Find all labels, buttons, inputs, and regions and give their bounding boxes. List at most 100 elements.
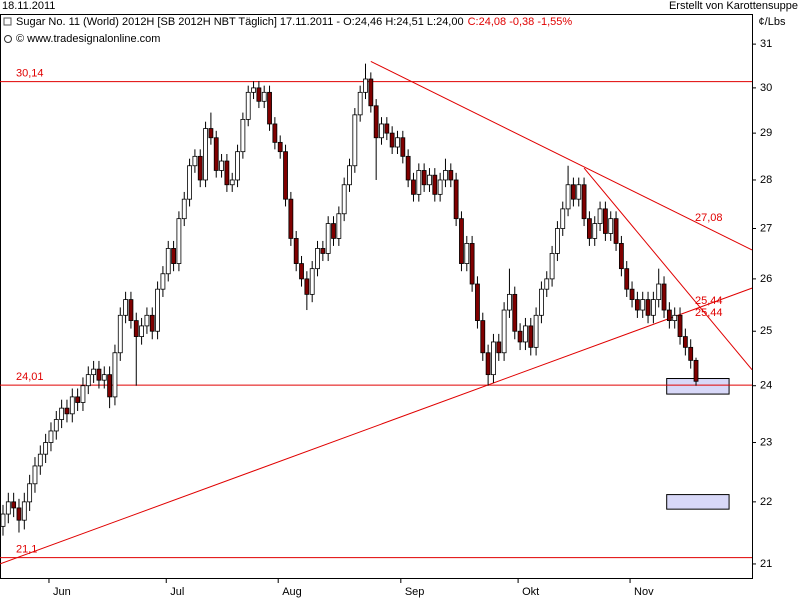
candle-body — [496, 341, 502, 354]
candle-body — [411, 179, 416, 195]
candle-body — [491, 341, 496, 376]
candle-body — [634, 299, 640, 311]
candle-body — [107, 374, 113, 398]
candle-body — [240, 118, 246, 153]
level-label: 24,01 — [16, 371, 44, 383]
candle-body — [379, 123, 384, 139]
x-tick-label: Aug — [282, 586, 302, 598]
candle-body — [501, 309, 507, 354]
candle-body — [267, 91, 272, 125]
candle-body — [304, 278, 310, 295]
title-icon — [3, 17, 12, 26]
candle-body — [176, 218, 182, 264]
candle-body — [96, 368, 102, 381]
y-tick-label: 24 — [760, 380, 772, 392]
candle-body — [363, 78, 368, 93]
candle-body — [485, 352, 491, 376]
candle-body — [416, 170, 422, 195]
candle-body — [299, 263, 304, 280]
y-tick-label: 23 — [760, 436, 772, 448]
candle-body — [427, 174, 432, 186]
candle-body — [443, 170, 448, 181]
candle-body — [640, 299, 646, 311]
candle-body — [539, 288, 544, 316]
candle-body — [608, 218, 614, 234]
y-tick-label: 25 — [760, 325, 772, 337]
candle-body — [251, 87, 256, 93]
trend-line — [0, 287, 753, 565]
y-tick-label: 22 — [760, 496, 772, 508]
x-tick-label: Okt — [522, 586, 539, 598]
candle-body — [352, 114, 358, 167]
candle-body — [368, 78, 374, 107]
y-tick-label: 31 — [760, 38, 772, 50]
candle-body — [571, 184, 576, 200]
candle-body — [533, 314, 539, 348]
candle-body — [224, 160, 230, 186]
candle-body — [448, 170, 454, 181]
candle-body — [27, 483, 33, 503]
chart-title: Sugar No. 11 (World) 2012H [SB 2012H NBT… — [16, 16, 464, 28]
candle-body — [432, 174, 438, 195]
candle-body — [229, 179, 235, 186]
candle-body — [272, 123, 278, 143]
candle-body — [384, 123, 390, 134]
candle-body — [613, 218, 619, 244]
candle-body — [187, 165, 192, 200]
candle-body — [555, 228, 560, 254]
y-tick-label: 29 — [760, 127, 772, 139]
candle-body — [464, 243, 470, 264]
trend-label: 27,08 — [695, 212, 723, 224]
x-tick-label: Jul — [170, 586, 184, 598]
x-tick-label: Nov — [634, 586, 654, 598]
candle-body — [475, 283, 480, 321]
credit: Erstellt von Karottensuppe — [669, 0, 798, 12]
candle-body — [666, 309, 672, 321]
candle-body — [507, 293, 512, 311]
candle-body — [645, 299, 651, 316]
candle-body — [112, 352, 118, 398]
candle-body — [400, 137, 406, 157]
candle-body — [293, 238, 299, 264]
date: 18.11.2011 — [2, 0, 55, 12]
candle-body — [565, 184, 571, 210]
trend-label: 25,44 — [695, 295, 723, 307]
candle-body — [459, 218, 464, 264]
candle-body — [587, 218, 592, 239]
candle-body — [315, 248, 320, 270]
candle-body — [325, 223, 331, 254]
title-change: C:24,08 -0,38 -1,55% — [468, 16, 573, 28]
y-tick-label: 28 — [760, 174, 772, 186]
candle-body — [283, 151, 288, 200]
candle-body — [80, 385, 86, 403]
candle-body — [395, 137, 400, 148]
trend-label: 25,44 — [695, 307, 723, 319]
candle-body — [693, 359, 699, 382]
candle-body — [469, 243, 475, 285]
candle-body — [43, 442, 49, 455]
candle-body — [576, 184, 582, 200]
candle-body — [624, 268, 630, 290]
candle-body — [373, 105, 379, 139]
candle-body — [602, 208, 608, 234]
y-tick-label: 27 — [760, 222, 772, 234]
trend-line — [583, 167, 753, 371]
candle-body — [480, 320, 486, 354]
source: © www.tradesignalonline.com — [16, 33, 160, 45]
candle-body — [0, 513, 6, 527]
candle-body — [336, 213, 342, 239]
candle-body — [288, 198, 294, 239]
y-tick-label: 30 — [760, 82, 772, 94]
candle-body — [75, 396, 81, 403]
y-tick-label: 26 — [760, 273, 772, 285]
candle-body — [405, 155, 411, 181]
candle-body — [389, 132, 395, 148]
candle-body — [656, 283, 662, 300]
candle-body — [437, 179, 443, 195]
source-icon — [4, 35, 12, 43]
y-tick-label: 21 — [760, 558, 772, 570]
candle-body — [235, 151, 240, 181]
candle-body — [682, 336, 688, 348]
candle-body — [581, 184, 587, 220]
